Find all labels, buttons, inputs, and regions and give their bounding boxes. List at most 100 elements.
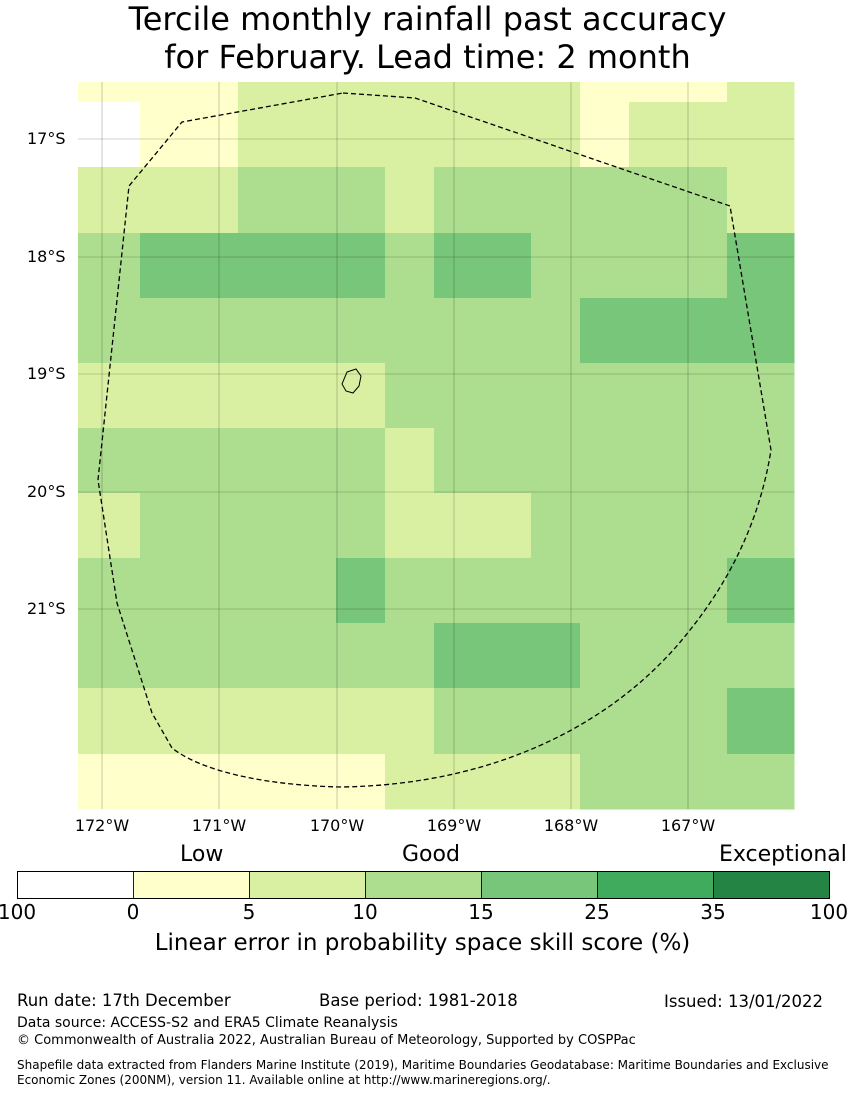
grid-cell bbox=[727, 493, 795, 559]
grid-cell bbox=[336, 493, 386, 559]
grid-cell bbox=[434, 428, 532, 494]
grid-cell bbox=[385, 102, 435, 168]
grid-cell bbox=[580, 298, 630, 364]
grid-cell bbox=[238, 167, 337, 234]
grid-cell bbox=[385, 167, 435, 234]
lat-label-19s: 19°S bbox=[27, 364, 66, 383]
title-line-1: Tercile monthly rainfall past accuracy bbox=[128, 0, 727, 38]
lat-label-17s: 17°S bbox=[27, 129, 66, 148]
grid-cell bbox=[140, 82, 239, 103]
grid-cell bbox=[238, 688, 337, 755]
shapefile-credit-line-1: Shapefile data extracted from Flanders M… bbox=[17, 1058, 829, 1072]
colorbar-title: Linear error in probability space skill … bbox=[154, 930, 691, 956]
colorbar-swatch bbox=[597, 871, 714, 899]
grid-cell bbox=[434, 233, 532, 299]
grid-cell bbox=[727, 167, 795, 234]
grid-cell bbox=[78, 298, 141, 364]
grid-cell bbox=[238, 558, 337, 624]
grid-cell bbox=[434, 688, 532, 755]
grid-cell bbox=[336, 688, 386, 755]
skill-map bbox=[78, 82, 795, 810]
grid-cell bbox=[629, 82, 728, 103]
lon-label-167w: 167°W bbox=[660, 816, 716, 835]
grid-cell bbox=[434, 82, 532, 103]
grid-cell bbox=[580, 233, 630, 299]
run-date: Run date: 17th December bbox=[17, 991, 231, 1010]
skill-grid bbox=[78, 82, 795, 810]
island-outline bbox=[341, 368, 362, 394]
colorbar-tick-7: 100 bbox=[809, 900, 849, 924]
grid-cell bbox=[629, 233, 728, 299]
grid-cell bbox=[629, 623, 728, 689]
grid-cell bbox=[531, 493, 581, 559]
grid-cell bbox=[336, 754, 386, 810]
grid-cell bbox=[385, 623, 435, 689]
grid-cell bbox=[531, 167, 581, 234]
grid-cell bbox=[385, 82, 435, 103]
category-low: Low bbox=[180, 842, 224, 867]
grid-cell bbox=[140, 623, 239, 689]
grid-cell bbox=[580, 688, 630, 755]
grid-cell bbox=[238, 233, 337, 299]
title-line-2: for February. Lead time: 2 month bbox=[164, 38, 691, 76]
grid-cell bbox=[434, 754, 532, 810]
colorbar-tick-2: 5 bbox=[242, 900, 256, 924]
lat-label-20s: 20°S bbox=[27, 482, 66, 501]
grid-cell bbox=[580, 82, 630, 103]
grid-cell bbox=[78, 493, 141, 559]
lon-label-171w: 171°W bbox=[191, 816, 247, 835]
graticule bbox=[78, 82, 794, 809]
colorbar bbox=[17, 871, 830, 899]
colorbar-swatch bbox=[17, 871, 134, 899]
grid-cell bbox=[434, 298, 532, 364]
grid-cell bbox=[531, 623, 581, 689]
colorbar-tick-0: 100 bbox=[0, 900, 37, 924]
grid-cell bbox=[238, 623, 337, 689]
grid-cell bbox=[140, 298, 239, 364]
grid-cell bbox=[531, 363, 581, 429]
grid-cell bbox=[531, 688, 581, 755]
grid-cell bbox=[385, 233, 435, 299]
grid-cell bbox=[629, 102, 728, 168]
eez-boundary bbox=[97, 92, 772, 788]
grid-cell bbox=[580, 754, 630, 810]
lon-label-172w: 172°W bbox=[74, 816, 130, 835]
grid-cell bbox=[140, 233, 239, 299]
grid-cell bbox=[78, 688, 141, 755]
grid-cell bbox=[238, 82, 337, 103]
lon-label-169w: 169°W bbox=[426, 816, 482, 835]
grid-cell bbox=[531, 754, 581, 810]
grid-cell bbox=[238, 363, 337, 429]
grid-cell bbox=[385, 363, 435, 429]
grid-cell bbox=[580, 363, 630, 429]
grid-cell bbox=[78, 102, 141, 168]
grid-cell bbox=[531, 428, 581, 494]
grid-cell bbox=[140, 363, 239, 429]
grid-cell bbox=[385, 298, 435, 364]
grid-cell bbox=[531, 233, 581, 299]
grid-cell bbox=[140, 167, 239, 234]
grid-cell bbox=[385, 688, 435, 755]
grid-cell bbox=[238, 102, 337, 168]
grid-cell bbox=[78, 167, 141, 234]
category-exceptional: Exceptional bbox=[719, 842, 847, 867]
grid-cell bbox=[580, 167, 630, 234]
shapefile-credit-line-2: Economic Zones (200NM), version 11. Avai… bbox=[17, 1073, 551, 1087]
grid-cell bbox=[531, 558, 581, 624]
grid-cell bbox=[727, 688, 795, 755]
colorbar-swatch bbox=[481, 871, 598, 899]
grid-cell bbox=[434, 493, 532, 559]
grid-cell bbox=[238, 298, 337, 364]
grid-cell bbox=[336, 233, 386, 299]
grid-cell bbox=[629, 688, 728, 755]
grid-cell bbox=[629, 363, 728, 429]
grid-cell bbox=[580, 623, 630, 689]
grid-cell bbox=[434, 102, 532, 168]
issued-date: Issued: 13/01/2022 bbox=[664, 992, 824, 1011]
grid-cell bbox=[434, 623, 532, 689]
grid-cell bbox=[78, 82, 141, 103]
grid-cell bbox=[385, 493, 435, 559]
grid-cell bbox=[629, 493, 728, 559]
lat-label-18s: 18°S bbox=[27, 247, 66, 266]
grid-cell bbox=[531, 102, 581, 168]
